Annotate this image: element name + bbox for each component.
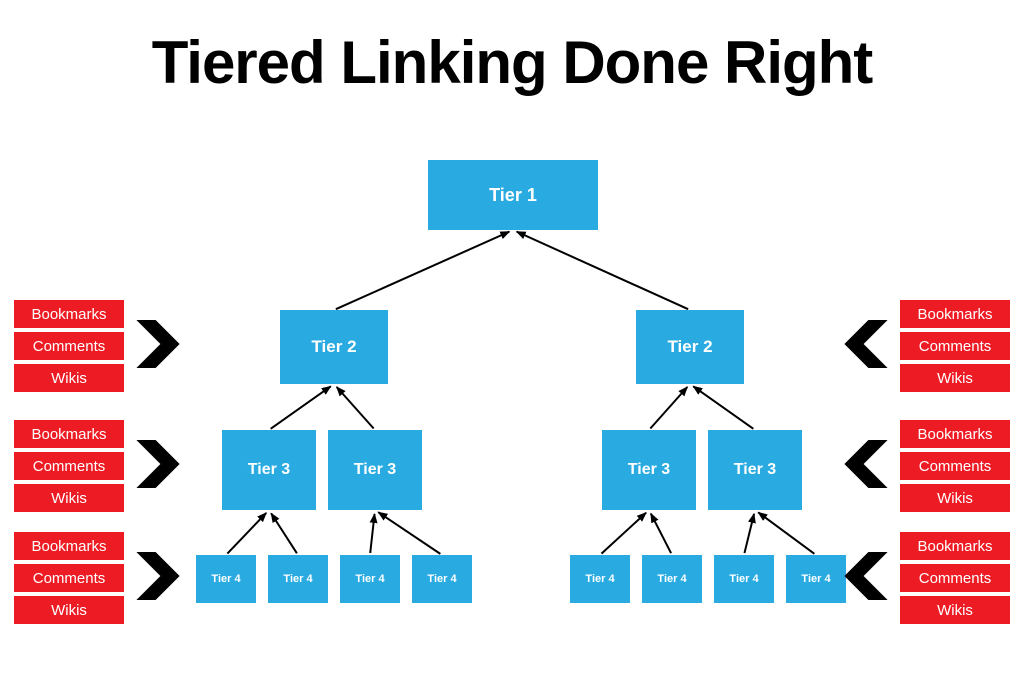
edge-t3LR-t2L — [337, 387, 374, 429]
node-t3RL: Tier 3 — [602, 430, 696, 510]
node-t3RR: Tier 3 — [708, 430, 802, 510]
node-t3LL: Tier 3 — [222, 430, 316, 510]
node-t4L3: Tier 4 — [340, 555, 400, 603]
edge-t4R4-t3RR — [758, 512, 814, 553]
chevron-left-icon — [842, 552, 890, 600]
edge-t4L4-t3LR — [378, 512, 440, 554]
edge-t4R3-t3RR — [744, 514, 754, 553]
node-t1: Tier 1 — [428, 160, 598, 230]
node-t4L2: Tier 4 — [268, 555, 328, 603]
tag-left-1-comments: Comments — [14, 452, 124, 480]
tag-right-3-wikis: Wikis — [900, 364, 1010, 392]
tag-left-0-wikis: Wikis — [14, 364, 124, 392]
tag-left-1-wikis: Wikis — [14, 484, 124, 512]
edge-t3LL-t2L — [271, 386, 331, 429]
node-t2L: Tier 2 — [280, 310, 388, 384]
tag-right-5-comments: Comments — [900, 564, 1010, 592]
tag-right-5-bookmarks: Bookmarks — [900, 532, 1010, 560]
tag-left-2-wikis: Wikis — [14, 596, 124, 624]
node-t2R: Tier 2 — [636, 310, 744, 384]
chevron-right-icon — [134, 440, 182, 488]
node-t4R2: Tier 4 — [642, 555, 702, 603]
chevron-right-icon — [134, 320, 182, 368]
edge-t3RR-t2R — [693, 386, 753, 429]
chevron-left-icon — [842, 320, 890, 368]
page-title: Tiered Linking Done Right — [0, 28, 1024, 97]
edge-t2L-t1 — [336, 232, 510, 310]
edge-t4R1-t3RL — [601, 513, 646, 554]
edge-t2R-t1 — [517, 232, 689, 310]
node-t4R4: Tier 4 — [786, 555, 846, 603]
tag-right-5-wikis: Wikis — [900, 596, 1010, 624]
tag-left-0-bookmarks: Bookmarks — [14, 300, 124, 328]
tag-right-4-comments: Comments — [900, 452, 1010, 480]
node-t4L1: Tier 4 — [196, 555, 256, 603]
edge-t4L1-t3LL — [227, 513, 266, 554]
edge-t4L2-t3LL — [271, 513, 297, 553]
edge-t4L3-t3LR — [370, 514, 374, 553]
node-t3LR: Tier 3 — [328, 430, 422, 510]
node-t4L4: Tier 4 — [412, 555, 472, 603]
tag-left-2-comments: Comments — [14, 564, 124, 592]
tag-left-0-comments: Comments — [14, 332, 124, 360]
tag-right-3-bookmarks: Bookmarks — [900, 300, 1010, 328]
tag-right-3-comments: Comments — [900, 332, 1010, 360]
chevron-left-icon — [842, 440, 890, 488]
node-t4R1: Tier 4 — [570, 555, 630, 603]
tag-left-2-bookmarks: Bookmarks — [14, 532, 124, 560]
edge-t3RL-t2R — [650, 387, 687, 429]
tag-right-4-bookmarks: Bookmarks — [900, 420, 1010, 448]
edge-t4R2-t3RL — [651, 514, 671, 554]
tag-right-4-wikis: Wikis — [900, 484, 1010, 512]
chevron-right-icon — [134, 552, 182, 600]
tag-left-1-bookmarks: Bookmarks — [14, 420, 124, 448]
node-t4R3: Tier 4 — [714, 555, 774, 603]
